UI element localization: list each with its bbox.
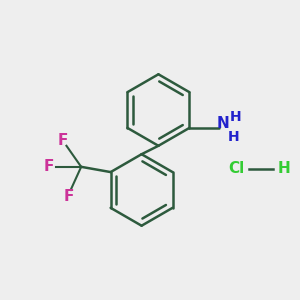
Text: H: H (277, 161, 290, 176)
Text: H: H (230, 110, 242, 124)
Text: N: N (217, 116, 230, 131)
Text: F: F (63, 189, 74, 204)
Text: F: F (58, 133, 68, 148)
Text: Cl: Cl (228, 161, 244, 176)
Text: F: F (44, 159, 54, 174)
Text: H: H (228, 130, 239, 144)
